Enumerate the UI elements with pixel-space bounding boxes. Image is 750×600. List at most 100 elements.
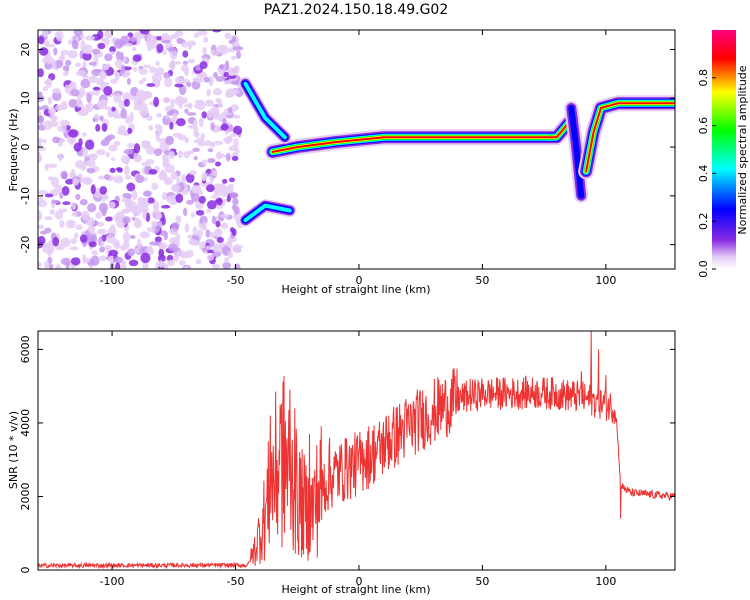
spectrogram-noise-blob — [135, 89, 146, 100]
spectrogram-noise-blob — [58, 138, 66, 144]
spectrogram-noise-blob — [75, 193, 81, 201]
spectrogram-noise-blob — [158, 137, 168, 145]
spectrogram-noise-blob — [193, 132, 200, 138]
spectrogram-noise-blob — [71, 201, 77, 211]
spectrogram-noise-blob — [131, 216, 136, 221]
spectrogram-noise-blob — [73, 30, 83, 37]
spectrogram-noise-blob — [202, 46, 207, 55]
spectrogram-noise-blob — [138, 79, 144, 85]
spectrogram-noise-blob — [48, 107, 57, 116]
spectrogram-noise-blob — [44, 216, 53, 221]
spectrogram-noise-blob — [193, 155, 198, 161]
colorbar-tick-label: 0.8 — [697, 69, 710, 87]
spectrogram-noise-blob — [154, 236, 162, 243]
spectrogram-noise-blob — [145, 145, 155, 155]
spectrogram-noise-blob — [38, 152, 42, 163]
spectrogram-noise-blob — [133, 143, 141, 154]
spectrogram-noise-blob — [227, 250, 233, 259]
spectrogram-noise-blob — [168, 243, 178, 252]
spectrogram-noise-blob — [99, 186, 108, 195]
spectrogram-noise-blob — [101, 123, 108, 132]
snr-y-tick-label: 4000 — [19, 409, 32, 437]
spectrogram-noise-blob — [126, 77, 131, 85]
spectrogram-frame — [37, 29, 676, 270]
snr-y-tick-label: 2000 — [19, 482, 32, 510]
spectrogram-noise-blob — [53, 47, 58, 56]
snr-x-tick-label: 100 — [595, 575, 616, 588]
spectrogram-main-ridge — [271, 121, 570, 153]
spectrogram-noise-blob — [212, 30, 222, 33]
spectrogram-noise-blob — [100, 37, 107, 42]
spectrogram-noise-blob — [123, 231, 131, 243]
spectrogram-noise-blob — [194, 99, 205, 105]
spectrogram-noise-blob — [79, 86, 85, 98]
spectrogram-noise-blob — [38, 189, 48, 196]
spectrogram-noise-blob — [151, 182, 159, 191]
spectrogram-noise-blob — [90, 184, 96, 195]
spectrogram-noise-blob — [82, 132, 87, 137]
spectrogram-noise-blob — [97, 42, 106, 50]
spectrogram-noise-blob — [170, 183, 181, 192]
spectrogram-noise-blob — [51, 199, 61, 204]
spectrogram-y-tick-label: -10 — [19, 187, 32, 205]
spectrogram-noise-blob — [85, 103, 91, 110]
spectrogram-noise-blob — [186, 81, 192, 88]
spectrogram-noise-blob — [230, 80, 241, 85]
spectrogram-noise-blob — [109, 46, 116, 53]
spectrogram-noise-blob — [156, 43, 164, 53]
spectrogram-noise-blob — [122, 208, 129, 214]
colorbar-tick-label: 0.2 — [697, 212, 710, 230]
spectrogram-noise-blob — [215, 97, 221, 104]
spectrogram-noise-blob — [161, 39, 171, 44]
spectrogram-noise-blob — [122, 216, 131, 224]
spectrogram-x-ticks: -100 -50 0 50 100 — [100, 30, 616, 287]
spectrogram-noise-blob — [99, 115, 104, 122]
spectrogram-noise-blob — [122, 92, 131, 102]
spectrogram-noise-blob — [197, 140, 207, 147]
spectrogram-noise-blob — [50, 176, 59, 187]
spectrogram-noise-blob — [154, 212, 162, 220]
spectrogram-noise-blob — [206, 184, 215, 193]
spectrogram-noise-blob — [72, 178, 79, 186]
spectrogram-noise-blob — [146, 227, 156, 233]
spectrogram-noise-blob — [45, 56, 54, 65]
spectrogram-noise-blob — [44, 193, 54, 198]
spectrogram-noise-blob — [220, 222, 228, 230]
spectrogram-noise-blob — [74, 232, 79, 239]
spectrogram-noise-blob — [70, 257, 81, 266]
spectrogram-noise-blob — [231, 155, 239, 161]
spectrogram-noise-blob — [222, 261, 232, 269]
spectrogram-noise-blob — [88, 241, 97, 248]
spectrogram-noise-blob — [153, 148, 163, 157]
spectrogram-noise-blob — [207, 148, 214, 153]
spectrogram-noise-blob — [207, 157, 216, 164]
spectrogram-noise-blob — [109, 224, 116, 235]
spectrogram-noise-blob — [215, 204, 224, 209]
spectrogram-noise-blob — [99, 255, 108, 261]
spectrogram-noise-blob — [70, 88, 80, 97]
spectrogram-noise-blob — [67, 50, 78, 59]
spectrogram-noise-blob — [176, 177, 181, 185]
spectrogram-noise-blob — [164, 77, 173, 88]
spectrogram-noise-blob — [143, 140, 151, 148]
spectrogram-noise-blob — [138, 105, 149, 117]
spectrogram-lower-branch — [243, 203, 292, 223]
spectrogram-noise-blob — [103, 174, 111, 180]
spectrogram-noise-blob — [187, 234, 193, 239]
spectrogram-noise-blob — [199, 61, 208, 70]
spectrogram-noise-blob — [67, 39, 73, 45]
spectrogram-noise-blob — [157, 125, 163, 136]
spectrogram-noise-blob — [130, 95, 136, 101]
spectrogram-noise-blob — [91, 250, 98, 256]
spectrogram-noise-blob — [82, 176, 93, 185]
spectrogram-noise-blob — [67, 129, 78, 138]
spectrogram-ylabel: Frequency (Hz) — [7, 109, 20, 192]
spectrogram-noise-blob — [235, 50, 242, 60]
spectrogram-noise-blob — [147, 197, 155, 204]
spectrogram-noise-blob — [59, 119, 70, 126]
spectrogram-noise-blob — [141, 77, 147, 82]
spectrogram-noise-blob — [185, 249, 194, 258]
spectrogram-x-tick-label: 100 — [595, 274, 616, 287]
spectrogram-noise-blob — [188, 42, 193, 50]
snr-x-tick-label: 50 — [475, 575, 489, 588]
